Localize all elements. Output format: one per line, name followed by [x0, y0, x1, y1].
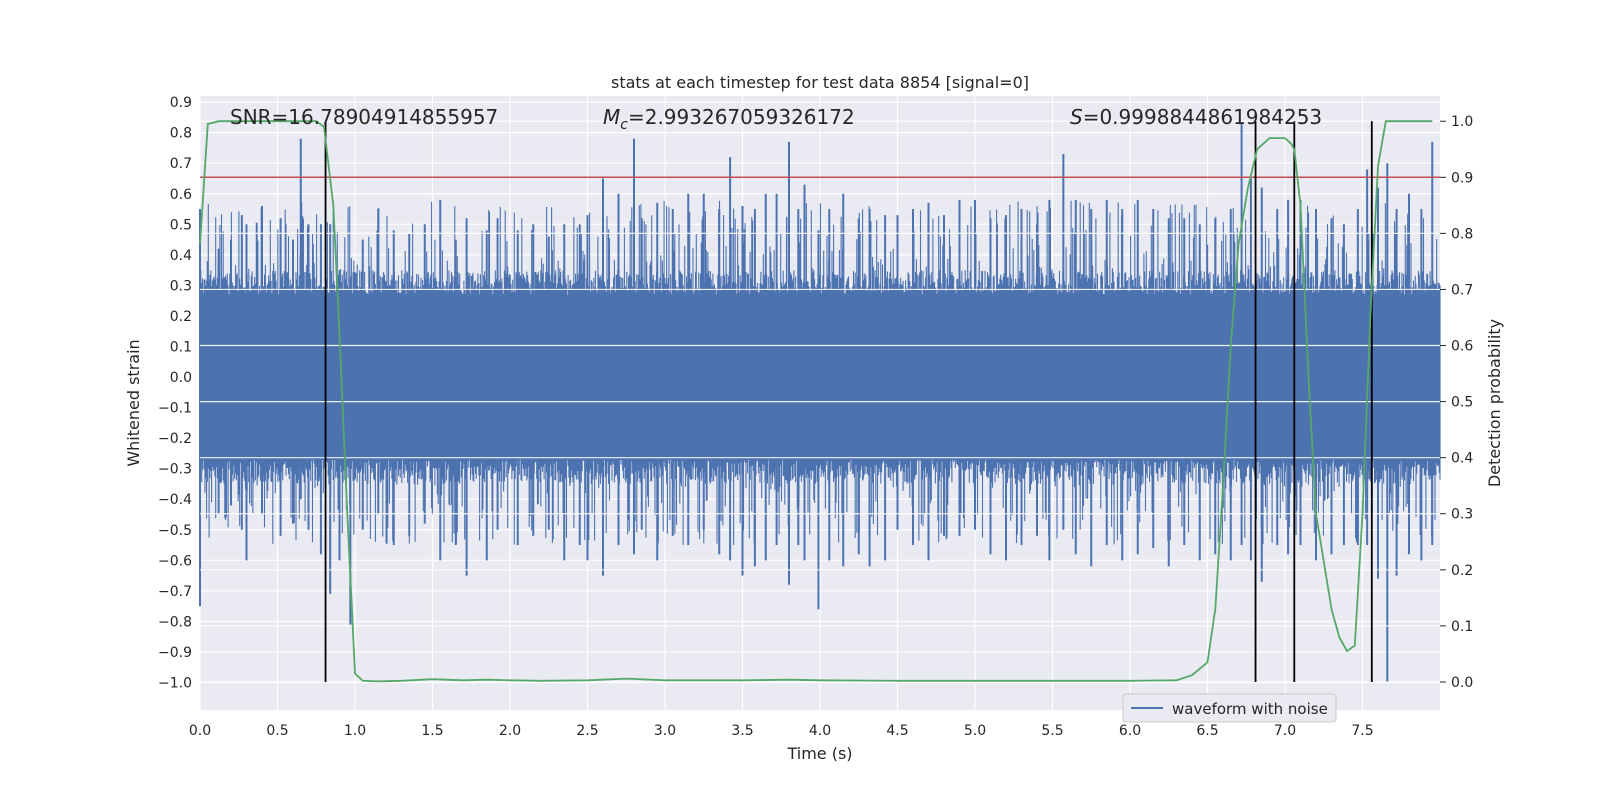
x-tick-label: 4.0	[809, 723, 831, 739]
y2-axis-ticks: 0.0 0.1 0.2 0.3 0.4 0.5 0.6 0.7 0.8 0.9 1.0	[1440, 114, 1473, 691]
y2-tick-label: 0.7	[1451, 282, 1473, 298]
y-tick-label: 0.9	[170, 95, 192, 111]
y2-tick-label: 1.0	[1451, 114, 1473, 130]
detection-probability-line	[199, 120, 1433, 683]
secondary-grid-lines	[200, 120, 1440, 683]
y-tick-label: −0.5	[158, 523, 192, 539]
y2-tick-label: 0.0	[1451, 675, 1473, 691]
y-tick-label: 0.1	[170, 339, 192, 355]
chirp-mass-subscript: c	[620, 117, 628, 133]
legend: waveform with noise	[1122, 693, 1337, 723]
y2-tick-label: 0.9	[1451, 170, 1473, 186]
y2-tick-label: 0.8	[1451, 226, 1473, 242]
x-tick-label: 7.5	[1351, 723, 1373, 739]
y-tick-label: 0.4	[170, 248, 192, 264]
y-tick-label: 0.2	[170, 309, 192, 325]
x-tick-label: 6.5	[1196, 723, 1218, 739]
significance-annotation: S=0.9998844861984253	[1070, 105, 1322, 129]
y-tick-label: 0.5	[170, 217, 192, 233]
y-tick-label: −0.8	[158, 614, 192, 630]
y-tick-label: −0.4	[158, 492, 192, 508]
significance-symbol: S	[1070, 105, 1083, 129]
y2-tick-label: 0.2	[1451, 563, 1473, 579]
legend-label: waveform with noise	[1172, 700, 1328, 718]
x-tick-label: 4.5	[886, 723, 908, 739]
y-tick-label: −0.9	[158, 645, 192, 661]
y-tick-label: 0.0	[170, 370, 192, 386]
y-tick-label: −0.1	[158, 401, 192, 417]
y-tick-label: 0.6	[170, 187, 192, 203]
x-tick-label: 1.5	[421, 723, 443, 739]
detection-markers	[324, 121, 1373, 682]
x-tick-label: 6.0	[1119, 723, 1141, 739]
y-tick-label: 0.3	[170, 278, 192, 294]
y-tick-label: −0.6	[158, 553, 192, 569]
x-tick-label: 3.0	[654, 723, 676, 739]
y-tick-label: −0.3	[158, 462, 192, 478]
x-tick-label: 0.0	[189, 723, 211, 739]
x-tick-label: 3.5	[731, 723, 753, 739]
waveform-series	[199, 123, 1441, 683]
y2-tick-label: 0.5	[1451, 395, 1473, 411]
y2-tick-label: 0.1	[1451, 619, 1473, 635]
y-axis-ticks: 0.9 0.8 0.7 0.6 0.5 0.4 0.3 0.2 0.1 0.0 −0.1 −0.2 −0…	[158, 95, 192, 691]
significance-value: =0.9998844861984253	[1083, 105, 1322, 129]
y-tick-label: 0.8	[170, 126, 192, 142]
chart-title: stats at each timestep for test data 885…	[611, 73, 1029, 92]
x-tick-label: 5.0	[964, 723, 986, 739]
y-tick-label: −0.2	[158, 431, 192, 447]
y-axis-label: Whitened strain	[124, 339, 143, 466]
x-tick-label: 7.0	[1274, 723, 1296, 739]
snr-annotation: SNR=16.78904914855957	[230, 105, 498, 129]
y2-tick-label: 0.3	[1451, 507, 1473, 523]
y2-tick-label: 0.6	[1451, 339, 1473, 355]
y-tick-label: 0.7	[170, 156, 192, 172]
x-tick-label: 1.0	[344, 723, 366, 739]
x-tick-label: 2.0	[499, 723, 521, 739]
x-tick-label: 0.5	[266, 723, 288, 739]
legend-box	[1122, 693, 1337, 723]
y-tick-label: −0.7	[158, 584, 192, 600]
x-axis-ticks: 0.0 0.5 1.0 1.5 2.0 2.5 3.0 3.5 4.0 4.5 5.0 5.5 6.0 6…	[189, 723, 1374, 739]
chirp-mass-annotation: Mc=2.993267059326172	[603, 105, 855, 133]
chirp-mass-symbol: M	[603, 105, 620, 129]
x-tick-label: 5.5	[1041, 723, 1063, 739]
y2-tick-label: 0.4	[1451, 451, 1473, 467]
chirp-mass-value: =2.993267059326172	[628, 105, 855, 129]
y2-axis-label: Detection probability	[1485, 319, 1504, 487]
x-axis-label: Time (s)	[786, 744, 852, 763]
x-tick-label: 2.5	[576, 723, 598, 739]
y-tick-label: −1.0	[158, 676, 192, 692]
